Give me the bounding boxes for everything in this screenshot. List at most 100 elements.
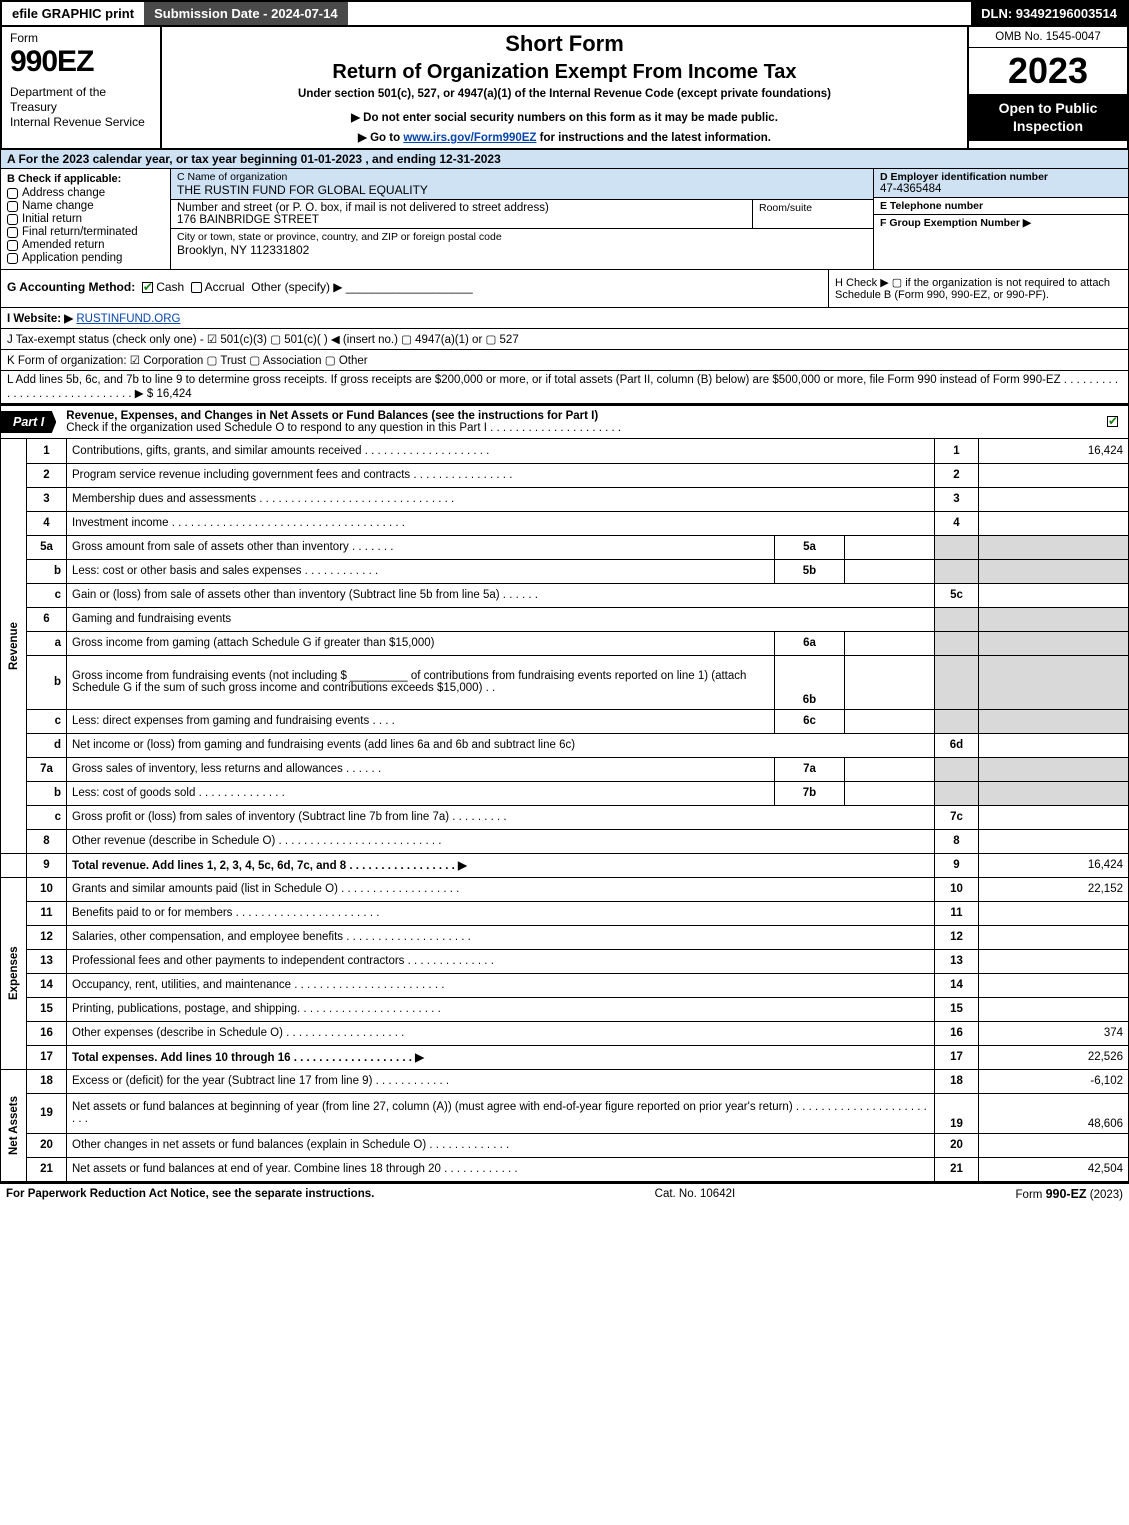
part-I-schedule-o-check[interactable]	[1107, 416, 1118, 427]
line-A-tax-year: A For the 2023 calendar year, or tax yea…	[0, 148, 1129, 169]
group-exemption-label: F Group Exemption Number ▶	[880, 217, 1122, 229]
boxes-D-E-F: D Employer identification number 47-4365…	[873, 169, 1128, 269]
line-13: 13Professional fees and other payments t…	[1, 949, 1129, 973]
chk-accrual[interactable]	[191, 282, 202, 293]
line-20: 20Other changes in net assets or fund ba…	[1, 1133, 1129, 1157]
efile-print-label[interactable]: efile GRAPHIC print	[2, 2, 144, 25]
form-word: Form	[10, 31, 152, 45]
box-B-label: B Check if applicable:	[7, 173, 164, 185]
line-5b: bLess: cost or other basis and sales exp…	[1, 559, 1129, 583]
irs-link[interactable]: www.irs.gov/Form990EZ	[403, 132, 536, 144]
ein-value: 47-4365484	[880, 183, 1122, 195]
line-11: 11Benefits paid to or for members . . . …	[1, 901, 1129, 925]
line-7c: cGross profit or (loss) from sales of in…	[1, 805, 1129, 829]
top-bar: efile GRAPHIC print Submission Date - 20…	[0, 0, 1129, 27]
form-id-footer: Form 990-EZ (2023)	[1016, 1187, 1123, 1201]
line-10: Expenses 10Grants and similar amounts pa…	[1, 877, 1129, 901]
header-right: OMB No. 1545-0047 2023 Open to Public In…	[967, 27, 1127, 148]
section-revenue-label: Revenue	[1, 439, 27, 853]
part-I-check-text: Check if the organization used Schedule …	[66, 422, 621, 434]
form-number: 990EZ	[10, 45, 152, 79]
website-link[interactable]: RUSTINFUND.ORG	[76, 313, 180, 325]
telephone-label: E Telephone number	[880, 200, 1122, 212]
line-15: 15Printing, publications, postage, and s…	[1, 997, 1129, 1021]
line-17: 17Total expenses. Add lines 10 through 1…	[1, 1045, 1129, 1069]
section-expenses-label: Expenses	[1, 877, 27, 1069]
chk-initial-return[interactable]: Initial return	[7, 213, 164, 225]
street-label: Number and street (or P. O. box, if mail…	[177, 202, 549, 214]
other-specify: Other (specify) ▶	[251, 280, 342, 294]
box-G: G Accounting Method: Cash Accrual Other …	[1, 270, 828, 307]
row-K-form-org: K Form of organization: ☑ Corporation ▢ …	[0, 350, 1129, 371]
cat-no: Cat. No. 10642I	[655, 1188, 736, 1200]
dept-treasury: Department of the Treasury Internal Reve…	[10, 85, 152, 130]
row-L-gross-receipts: L Add lines 5b, 6c, and 7b to line 9 to …	[0, 371, 1129, 404]
section-net-assets-label: Net Assets	[1, 1069, 27, 1181]
city-value: Brooklyn, NY 112331802	[177, 243, 309, 257]
part-I-title: Revenue, Expenses, and Changes in Net As…	[66, 406, 1097, 438]
line-5c: cGain or (loss) from sale of assets othe…	[1, 583, 1129, 607]
omb-number: OMB No. 1545-0047	[969, 27, 1127, 48]
box-H: H Check ▶ ▢ if the organization is not r…	[828, 270, 1128, 307]
line-16: 16Other expenses (describe in Schedule O…	[1, 1021, 1129, 1045]
org-name-label: C Name of organization	[177, 171, 287, 183]
website-label: I Website: ▶	[7, 313, 73, 325]
street-value: 176 BAINBRIDGE STREET	[177, 214, 319, 226]
line-3: 3Membership dues and assessments . . . .…	[1, 487, 1129, 511]
line-L-amount: 16,424	[156, 388, 191, 400]
row-I-website: I Website: ▶ RUSTINFUND.ORG	[0, 308, 1129, 329]
do-not-ssn-text: ▶ Do not enter social security numbers o…	[172, 110, 957, 124]
chk-cash[interactable]	[142, 282, 153, 293]
line-9: 9Total revenue. Add lines 1, 2, 3, 4, 5c…	[1, 853, 1129, 877]
org-name-value: THE RUSTIN FUND FOR GLOBAL EQUALITY	[177, 183, 428, 197]
line-6a: aGross income from gaming (attach Schedu…	[1, 631, 1129, 655]
chk-application-pending[interactable]: Application pending	[7, 252, 164, 264]
goto-prefix: ▶ Go to	[358, 132, 403, 144]
chk-address-change[interactable]: Address change	[7, 187, 164, 199]
city-label: City or town, state or province, country…	[177, 231, 502, 243]
goto-text: ▶ Go to www.irs.gov/Form990EZ for instru…	[172, 130, 957, 144]
line-6d: dNet income or (loss) from gaming and fu…	[1, 733, 1129, 757]
part-I-tag: Part I	[1, 411, 56, 433]
line-5a: 5aGross amount from sale of assets other…	[1, 535, 1129, 559]
submission-date-label: Submission Date - 2024-07-14	[144, 2, 348, 25]
line-2: 2Program service revenue including gover…	[1, 463, 1129, 487]
row-G-H: G Accounting Method: Cash Accrual Other …	[0, 270, 1129, 308]
line-6c: cLess: direct expenses from gaming and f…	[1, 709, 1129, 733]
form-header: Form 990EZ Department of the Treasury In…	[0, 27, 1129, 148]
line-6: 6Gaming and fundraising events	[1, 607, 1129, 631]
under-section-text: Under section 501(c), 527, or 4947(a)(1)…	[172, 88, 957, 100]
ein-label: D Employer identification number	[880, 171, 1122, 183]
short-form-title: Short Form	[172, 31, 957, 57]
topbar-spacer	[348, 2, 972, 25]
line-7a: 7aGross sales of inventory, less returns…	[1, 757, 1129, 781]
box-C: C Name of organization THE RUSTIN FUND F…	[171, 169, 873, 269]
chk-name-change[interactable]: Name change	[7, 200, 164, 212]
line-6b: bGross income from fundraising events (n…	[1, 655, 1129, 709]
line-18: Net Assets 18Excess or (deficit) for the…	[1, 1069, 1129, 1093]
return-title: Return of Organization Exempt From Incom…	[172, 61, 957, 84]
header-mid: Short Form Return of Organization Exempt…	[162, 27, 967, 148]
line-12: 12Salaries, other compensation, and empl…	[1, 925, 1129, 949]
accounting-method-label: G Accounting Method:	[7, 280, 135, 294]
page-footer: For Paperwork Reduction Act Notice, see …	[0, 1182, 1129, 1204]
line-4: 4Investment income . . . . . . . . . . .…	[1, 511, 1129, 535]
chk-final-return[interactable]: Final return/terminated	[7, 226, 164, 238]
open-to-public-badge: Open to Public Inspection	[969, 94, 1127, 141]
line-8: 8Other revenue (describe in Schedule O) …	[1, 829, 1129, 853]
tax-year: 2023	[969, 48, 1127, 94]
dln-label: DLN: 93492196003514	[971, 2, 1127, 25]
paperwork-notice: For Paperwork Reduction Act Notice, see …	[6, 1188, 374, 1200]
block-B-through-F: B Check if applicable: Address change Na…	[0, 169, 1129, 270]
box-B: B Check if applicable: Address change Na…	[1, 169, 171, 269]
line-21: 21Net assets or fund balances at end of …	[1, 1157, 1129, 1181]
row-J-tax-exempt: J Tax-exempt status (check only one) - ☑…	[0, 329, 1129, 350]
line-7b: bLess: cost of goods sold . . . . . . . …	[1, 781, 1129, 805]
line-14: 14Occupancy, rent, utilities, and mainte…	[1, 973, 1129, 997]
part-I-table: Revenue 1 Contributions, gifts, grants, …	[0, 439, 1129, 1182]
part-I-header: Part I Revenue, Expenses, and Changes in…	[0, 404, 1129, 439]
chk-amended-return[interactable]: Amended return	[7, 239, 164, 251]
line-19: 19Net assets or fund balances at beginni…	[1, 1093, 1129, 1133]
room-suite-label: Room/suite	[753, 200, 873, 228]
line-1: Revenue 1 Contributions, gifts, grants, …	[1, 439, 1129, 463]
